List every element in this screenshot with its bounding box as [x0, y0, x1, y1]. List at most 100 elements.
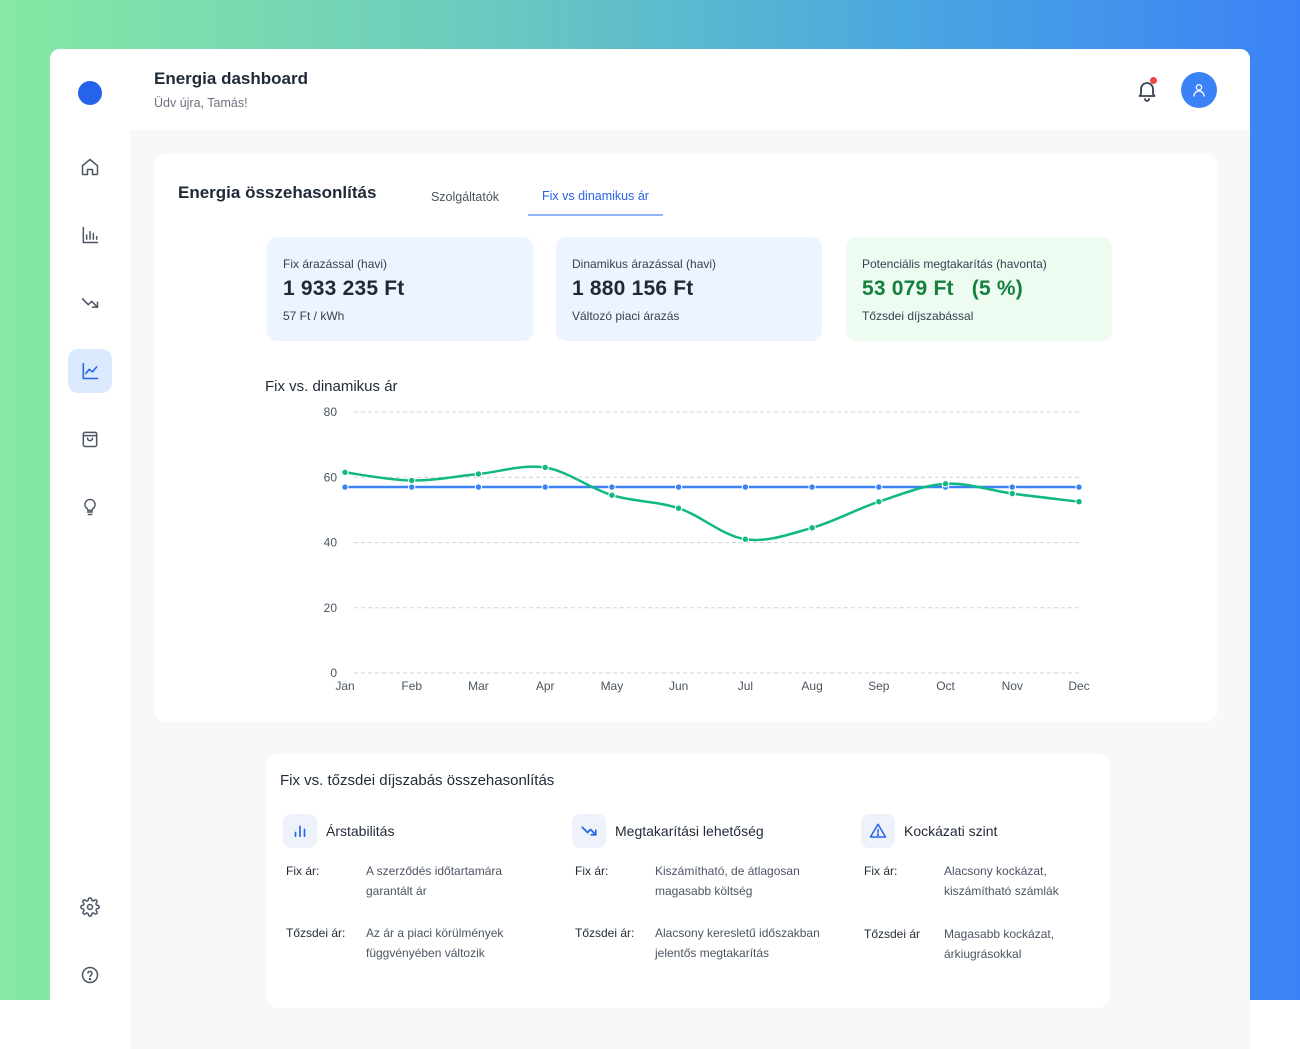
stat-subtext: Változó piaci árazás: [572, 309, 680, 323]
data-point: [1008, 489, 1016, 498]
sidebar-item-statistics[interactable]: [68, 213, 112, 257]
energy-comparison-card: Energia összehasonlítás Szolgáltatók Fix…: [154, 154, 1217, 722]
data-point: [608, 483, 616, 491]
y-tick-label: 60: [324, 470, 338, 484]
data-point: [741, 535, 750, 543]
data-point: [674, 483, 683, 491]
tab-providers[interactable]: Szolgáltatók: [430, 190, 500, 204]
line-chart: 0 20 40 60 80 Jan Feb Mar Apr May Jun Jul Aug Sep Oct N…: [324, 405, 1090, 693]
column-icon: [572, 814, 606, 848]
gear-icon: [80, 897, 100, 917]
bar-chart-icon: [294, 825, 306, 838]
tab-fix-vs-dynamic[interactable]: Fix vs dinamikus ár: [528, 178, 663, 216]
data-point: [408, 483, 416, 491]
column-title: Megtakarítási lehetőség: [615, 823, 764, 839]
y-tick-label: 20: [324, 601, 338, 615]
sidebar-item-tips[interactable]: [68, 485, 112, 529]
stat-card-savings: Potenciális megtakarítás (havonta) 53 07…: [846, 237, 1112, 341]
data-point: [474, 470, 483, 478]
warning-icon: [869, 823, 887, 838]
row-label: Fix ár:: [286, 864, 320, 878]
x-tick-label: Jul: [738, 679, 753, 693]
detail-column-risk: Kockázati szint Fix ár: Alacsony kockáza…: [861, 814, 1141, 961]
stat-value: 53 079 Ft (5 %): [862, 277, 1023, 300]
row-text: A szerződés időtartamára garantált ár: [366, 864, 503, 898]
row-label: Tőzsdei ár: [864, 927, 921, 941]
data-point: [541, 483, 549, 491]
column-icon: [283, 814, 317, 848]
x-tick-label: Dec: [1068, 679, 1089, 693]
sidebar: [50, 49, 130, 1049]
y-tick-label: 80: [324, 405, 338, 419]
x-tick-label: Feb: [401, 679, 422, 693]
data-point: [741, 483, 750, 491]
sidebar-item-home[interactable]: [68, 145, 112, 189]
app-window: Energia dashboard Üdv újra, Tamás! Energ…: [50, 49, 1250, 1049]
data-point: [1075, 498, 1083, 506]
data-point: [474, 483, 483, 491]
stat-card-dynamic: Dinamikus árazással (havi) 1 880 156 Ft …: [556, 237, 822, 341]
welcome-text: Üdv újra, Tamás!: [154, 96, 248, 110]
row-text: Az ár a piaci körülmények függvényében v…: [366, 926, 504, 960]
lightbulb-icon: [84, 498, 96, 516]
row-text: Alacsony keresletű időszakban jelentős m…: [655, 926, 820, 960]
line-chart-icon: [82, 362, 99, 380]
data-point: [1075, 483, 1083, 491]
stat-value: 1 933 235 Ft: [283, 277, 405, 300]
data-point: [608, 491, 616, 499]
data-point: [808, 524, 816, 532]
avatar[interactable]: [1181, 72, 1217, 108]
card-title: Energia összehasonlítás: [178, 183, 377, 202]
help-icon: [81, 966, 99, 984]
bar-chart-icon: [82, 226, 99, 244]
x-tick-label: Nov: [1002, 679, 1023, 693]
trending-down-icon: [81, 298, 99, 308]
row-label: Tőzsdei ár:: [575, 926, 635, 940]
y-tick-label: 40: [324, 536, 338, 550]
data-point: [341, 483, 349, 491]
details-card: Fix vs. tőzsdei díjszabás összehasonlítá…: [266, 754, 1110, 1008]
data-point: [875, 498, 883, 506]
row-text: Magasabb kockázat, árkiugrásokkal: [944, 927, 1055, 961]
y-tick-label: 0: [330, 666, 337, 680]
sidebar-item-comparison[interactable]: [68, 349, 112, 393]
sidebar-item-shop[interactable]: [68, 417, 112, 461]
data-point: [808, 483, 816, 491]
data-point: [341, 468, 349, 477]
x-tick-label: Oct: [936, 679, 955, 693]
column-title: Kockázati szint: [904, 823, 998, 839]
home-icon: [81, 158, 99, 176]
main-content: Energia összehasonlítás Szolgáltatók Fix…: [130, 130, 1250, 1049]
stat-value: 1 880 156 Ft: [572, 277, 694, 300]
x-tick-label: Apr: [536, 679, 555, 693]
sidebar-item-settings[interactable]: [68, 885, 112, 929]
chart-title: Fix vs. dinamikus ár: [265, 378, 398, 395]
sidebar-item-help[interactable]: [68, 953, 112, 997]
x-tick-label: Jan: [335, 679, 354, 693]
column-title: Árstabilitás: [326, 823, 395, 839]
notifications-button[interactable]: [1135, 77, 1159, 102]
x-tick-label: May: [601, 679, 624, 693]
detail-column-savings: Megtakarítási lehetőség Fix ár: Kiszámít…: [572, 814, 852, 960]
row-label: Fix ár:: [575, 864, 609, 878]
bell-icon: [1138, 82, 1156, 102]
sidebar-item-savings[interactable]: [68, 281, 112, 325]
data-point: [875, 483, 883, 491]
trending-down-icon: [581, 826, 597, 836]
shopping-bag-icon: [82, 431, 98, 448]
notification-dot: [1150, 77, 1157, 84]
row-label: Fix ár:: [864, 864, 898, 878]
detail-column-stability: Árstabilitás Fix ár: A szerződés időtart…: [283, 814, 563, 960]
logo[interactable]: [78, 81, 102, 105]
row-label: Tőzsdei ár:: [286, 926, 346, 940]
x-tick-label: Mar: [468, 679, 489, 693]
stat-card-fixed: Fix árazással (havi) 1 933 235 Ft 57 Ft …: [267, 237, 533, 341]
x-tick-label: Sep: [868, 679, 890, 693]
user-icon: [1193, 84, 1205, 97]
data-point: [541, 463, 549, 472]
stat-subtext: Tőzsdei díjszabással: [862, 309, 974, 323]
x-tick-label: Jun: [669, 679, 688, 693]
series-line-1: [344, 465, 1080, 542]
stat-label: Potenciális megtakarítás (havonta): [862, 257, 1047, 271]
data-point: [674, 504, 683, 512]
